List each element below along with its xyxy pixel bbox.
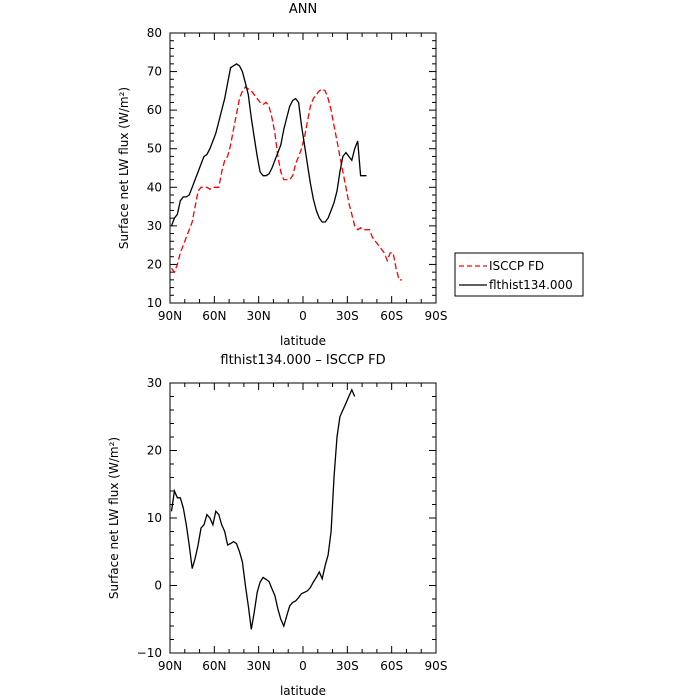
bottom-chart-y-tick-label: 20: [147, 444, 162, 458]
bottom-chart-series-line-0: [170, 388, 356, 630]
top-chart-y-tick-label: 40: [147, 180, 162, 194]
top-chart-axes: 90N 60N 30N 0 30S 60S 90S 10 20 30 40 50 60 70 80: [147, 26, 448, 323]
legend-box: [454, 252, 584, 297]
legend-label-isccp: ISCCP FD: [489, 259, 544, 273]
top-chart-title: ANN: [289, 2, 317, 17]
bottom-chart-x-tick-label: 30N: [247, 659, 271, 673]
top-chart-y-tick-label: 20: [147, 257, 162, 271]
top-chart-x-tick-label: 0: [299, 309, 307, 323]
bottom-chart-x-tick-label: 60S: [380, 659, 403, 673]
top-chart-xlabel: latitude: [280, 334, 326, 348]
bottom-chart-y-tick-label: 10: [147, 511, 162, 525]
top-chart-x-tick-label: 60S: [380, 309, 403, 323]
bottom-chart-series: [170, 388, 356, 630]
top-chart-x-tick-label: 90N: [158, 309, 182, 323]
bottom-chart-x-tick-label: 90N: [158, 659, 182, 673]
bottom-chart-y-tick-label: 0: [154, 579, 162, 593]
bottom-chart-y-tick-label: 30: [147, 376, 162, 390]
bottom-chart-ylabel: Surface net LW flux (W/m²): [107, 437, 121, 599]
bottom-chart-x-tick-label: 60N: [202, 659, 226, 673]
top-chart-y-tick-label: 50: [147, 142, 162, 156]
top-chart: ANN Surface net LW flux (W/m²) latitude …: [117, 2, 584, 348]
legend: ISCCP FD flthist134.000: [454, 252, 584, 297]
top-chart-y-tick-label: 30: [147, 219, 162, 233]
bottom-chart-x-tick-label: 0: [299, 659, 307, 673]
top-chart-frame: [169, 32, 437, 304]
top-chart-x-tick-label: 30S: [336, 309, 359, 323]
top-chart-ylabel: Surface net LW flux (W/m²): [117, 87, 131, 249]
top-chart-x-tick-label: 30N: [247, 309, 271, 323]
top-chart-x-tick-label: 90S: [425, 309, 448, 323]
bottom-chart-axes: 90N 60N 30N 0 30S 60S 90S −10 0 10 20 30: [137, 376, 448, 673]
bottom-chart-xlabel: latitude: [280, 684, 326, 698]
top-chart-y-tick-label: 80: [147, 26, 162, 40]
top-chart-series: [170, 63, 402, 281]
bottom-chart-title: flthist134.000 – ISCCP FD: [220, 353, 385, 368]
bottom-chart-x-tick-label: 90S: [425, 659, 448, 673]
top-chart-series-line-0: [170, 86, 402, 281]
top-chart-series-line-1: [170, 63, 367, 227]
top-chart-y-tick-label: 60: [147, 103, 162, 117]
top-chart-y-tick-label: 10: [147, 296, 162, 310]
bottom-chart-y-tick-label: −10: [137, 646, 162, 660]
bottom-chart-frame: [169, 382, 437, 654]
bottom-chart: flthist134.000 – ISCCP FD Surface net LW…: [107, 353, 447, 698]
top-chart-y-tick-label: 70: [147, 65, 162, 79]
bottom-chart-x-tick-label: 30S: [336, 659, 359, 673]
legend-label-flthist: flthist134.000: [489, 278, 573, 292]
top-chart-x-tick-label: 60N: [202, 309, 226, 323]
